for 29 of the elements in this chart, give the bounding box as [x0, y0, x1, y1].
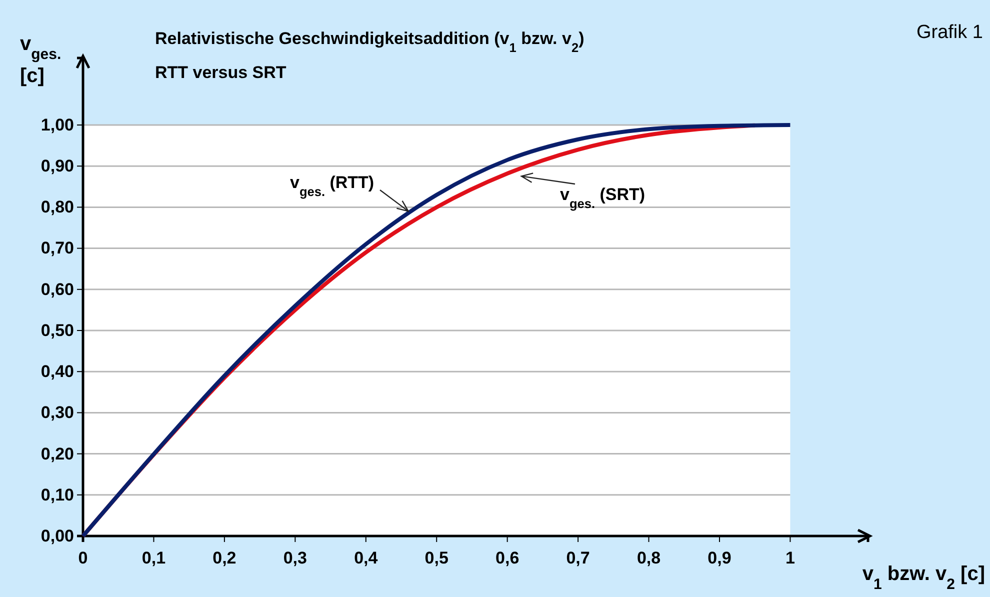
x-tick-label: 0,5: [424, 548, 448, 568]
y-tick-label: 0,30: [40, 403, 74, 422]
x-tick-label: 0,9: [708, 548, 732, 568]
x-tick-label: 0: [78, 548, 88, 568]
chart-subtitle: RTT versus SRT: [155, 63, 287, 82]
x-tick-label: 0,6: [496, 548, 520, 568]
y-tick-label: 0,50: [40, 320, 74, 340]
y-tick-label: 0,10: [40, 485, 74, 504]
series-label: v$_{ges.}$ (RTT): [290, 173, 374, 198]
y-tick-label: 0,40: [40, 362, 74, 382]
x-tick-label: 0,2: [212, 548, 236, 568]
x-tick-label: 0,8: [636, 548, 661, 568]
chart-title: Relativistische Geschwindigkeitsaddition (v$_{1}$ bzw. v$_{2}$): [155, 29, 584, 54]
x-tick-label: 0,4: [354, 548, 378, 568]
x-tick-label: 0,3: [283, 548, 307, 568]
x-axis-title: v$_{1}$ bzw. v$_{2}$ [c]: [862, 563, 985, 592]
y-tick-label: 0,90: [40, 156, 74, 176]
y-tick-label: 0,20: [40, 444, 74, 464]
y-tick-label: 0,60: [40, 280, 74, 299]
text: Grafik 1: [916, 22, 983, 43]
y-tick-label: 0,00: [40, 526, 74, 546]
y-tick-label: 0,80: [40, 198, 74, 217]
y-tick-label: 1,00: [40, 115, 74, 134]
y-tick-label: 0,70: [40, 238, 74, 258]
x-tick-label: 0,1: [142, 548, 166, 568]
x-tick-label: 0,7: [566, 548, 590, 568]
y-axis-title: v$_{ges.}$ [c]: [20, 33, 62, 87]
x-tick-label: 1: [785, 548, 795, 568]
series-label: v$_{ges.}$ (SRT): [560, 185, 646, 210]
